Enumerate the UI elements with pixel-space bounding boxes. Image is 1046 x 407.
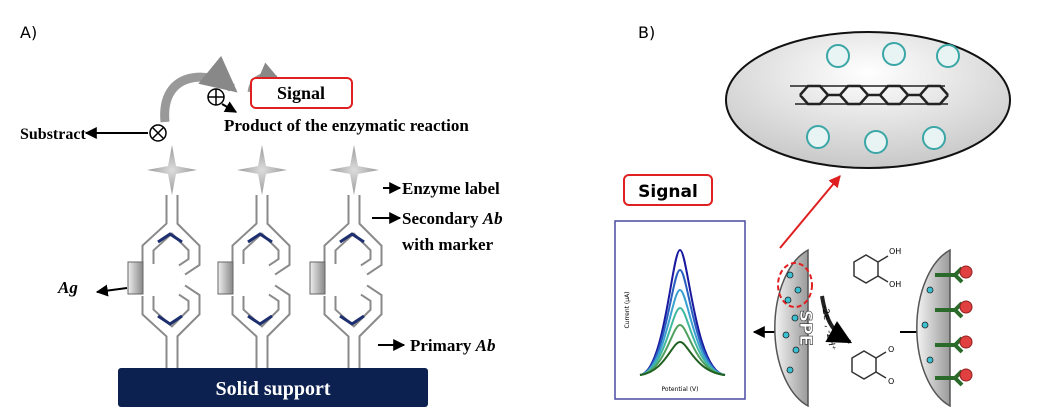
panel-label: A) — [20, 23, 37, 42]
secondary-ab-label: Secondary Ab — [402, 209, 503, 228]
signal-box — [623, 174, 713, 206]
signal-label: Signal — [277, 83, 325, 103]
solid-support — [118, 368, 428, 407]
x-axis-label: Potential (V) — [662, 386, 699, 393]
secondary-ab-label-2: with marker — [402, 235, 494, 254]
electrode-label: SPE — [795, 310, 815, 346]
signal-box — [250, 77, 353, 109]
hydroxyl-label: OH — [889, 280, 901, 289]
immobilized-antibodies — [921, 265, 973, 387]
quinone — [851, 350, 887, 380]
catechol — [853, 254, 889, 284]
primary-ab-label: Primary Ab — [410, 336, 495, 355]
oxygen-label: O — [888, 345, 894, 354]
panel-label: B) — [638, 23, 655, 42]
hydroxyl-label: OH — [889, 247, 901, 256]
reaction-arrow — [160, 55, 238, 123]
voltammogram-curves — [639, 248, 726, 376]
enzyme-label: Enzyme label — [402, 179, 500, 198]
support-label: Solid support — [215, 378, 330, 400]
electrode — [916, 248, 951, 407]
graphene-sheet — [790, 84, 949, 106]
signal-label: Signal — [638, 182, 698, 202]
fullerenes — [806, 42, 960, 154]
substrate-label: Substract — [20, 126, 86, 143]
product-label: Product of the enzymatic reaction — [224, 116, 469, 135]
y-axis-label: Current (µA) — [624, 291, 631, 328]
antigen-label: Ag — [57, 278, 78, 297]
oxygen-label: O — [888, 377, 894, 386]
voltammogram — [614, 220, 746, 400]
reaction-arrow — [820, 295, 853, 344]
